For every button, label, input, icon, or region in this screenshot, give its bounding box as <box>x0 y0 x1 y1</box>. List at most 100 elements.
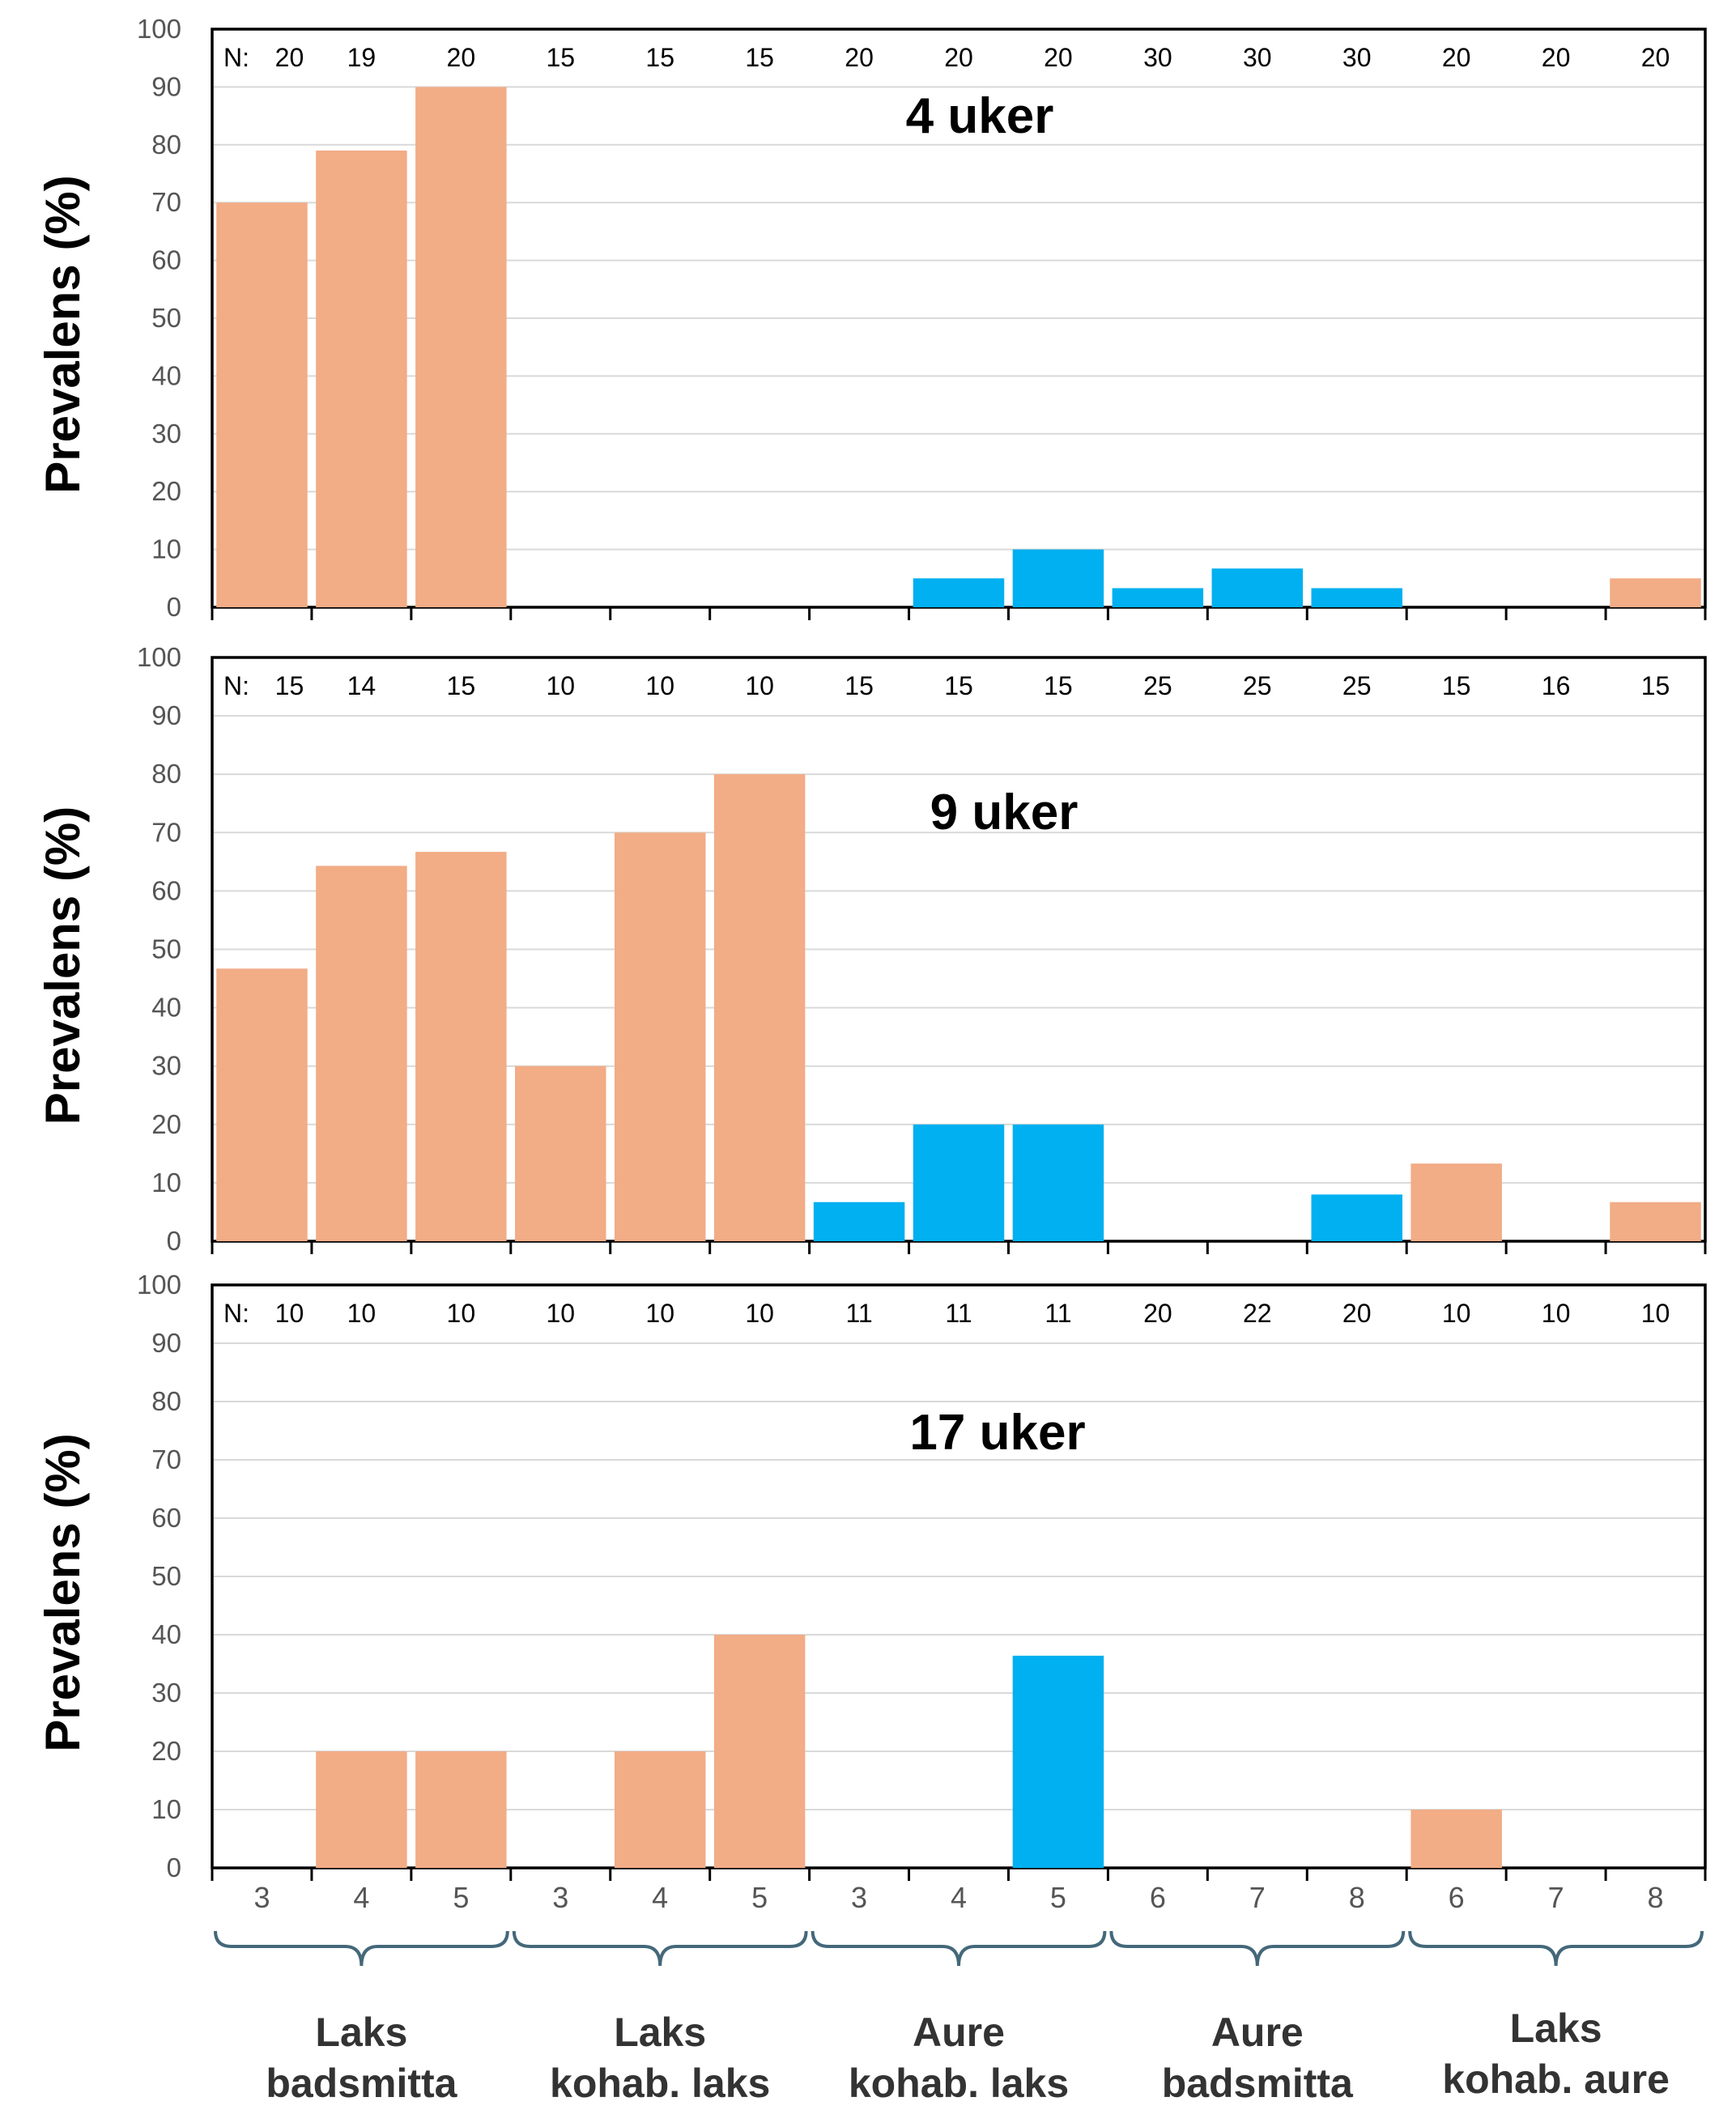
n-label: 10 <box>1542 1299 1571 1328</box>
group-label-line1: Laks <box>1510 2006 1602 2051</box>
group-braces: Laks badsmitta Laks kohab. laks Aure kohab. l… <box>214 1930 1704 2106</box>
y-tick-label: 60 <box>151 875 181 905</box>
bar-aure <box>1012 549 1104 607</box>
n-label: 15 <box>447 671 476 700</box>
panel-3: 0 10 20 30 40 50 60 70 80 90 100 N: 10 10 10 10 10 10 11 11… <box>36 1270 1707 1882</box>
y-tick-label: 70 <box>151 817 181 847</box>
n-label: 25 <box>1342 671 1372 700</box>
group-brace <box>1109 1930 1406 1967</box>
bar-laks <box>614 832 706 1241</box>
y-tick-label: 50 <box>151 1561 181 1591</box>
n-label: 20 <box>845 43 874 72</box>
n-label: 16 <box>1542 671 1571 700</box>
n-label: 15 <box>944 671 973 700</box>
panel-title: 17 uker <box>909 1405 1085 1461</box>
bar-aure <box>1012 1124 1104 1241</box>
x-tick-label: 4 <box>951 1881 967 1914</box>
bar-laks <box>216 968 308 1241</box>
y-tick-label: 100 <box>137 642 181 672</box>
bar-laks <box>713 774 806 1241</box>
y-tick-label: 30 <box>151 419 181 449</box>
n-prefix: N: <box>223 43 249 72</box>
bar-aure <box>1311 1194 1402 1241</box>
n-label: 10 <box>546 671 575 700</box>
n-label: 30 <box>1243 43 1272 72</box>
x-tick-label: 7 <box>1249 1881 1266 1914</box>
n-label: 20 <box>944 43 973 72</box>
y-tick-label: 40 <box>151 1619 181 1649</box>
x-tick-label: 3 <box>851 1881 867 1914</box>
y-tick-label: 30 <box>151 1678 181 1708</box>
bar-laks <box>415 852 507 1241</box>
y-tick-label: 10 <box>151 1794 181 1824</box>
n-label: 14 <box>347 671 377 700</box>
bar-laks <box>415 87 507 607</box>
x-tick-label: 7 <box>1548 1881 1564 1914</box>
group-label-line2: kohab. laks <box>550 2061 770 2106</box>
y-axis-label: Prevalens (%) <box>36 1433 90 1752</box>
y-axis-label: Prevalens (%) <box>36 175 90 494</box>
n-label: 19 <box>347 43 377 72</box>
y-tick-label: 40 <box>151 360 181 390</box>
x-tick-label: 3 <box>253 1881 270 1914</box>
n-prefix: N: <box>223 1299 249 1328</box>
n-label: 15 <box>546 43 575 72</box>
y-tick-label: 40 <box>151 993 181 1023</box>
bar-aure <box>1112 588 1204 607</box>
n-label: 20 <box>1044 43 1073 72</box>
group-label-line2: kohab. laks <box>849 2061 1069 2106</box>
panel-title: 4 uker <box>906 88 1054 144</box>
group-brace <box>1408 1930 1704 1967</box>
x-tick-label: 4 <box>353 1881 369 1914</box>
n-label: 10 <box>745 671 774 700</box>
n-label: 10 <box>347 1299 377 1328</box>
x-tick-label: 3 <box>552 1881 568 1914</box>
plot-area <box>211 1283 1707 1870</box>
y-tick-label: 10 <box>151 1168 181 1198</box>
group-label-line2: kohab. aure <box>1442 2057 1670 2102</box>
y-tick-label: 100 <box>137 1270 181 1300</box>
group-brace <box>811 1930 1107 1967</box>
n-label: 20 <box>1542 43 1571 72</box>
bar-laks <box>216 202 308 607</box>
y-tick-label: 20 <box>151 1736 181 1766</box>
y-tick-label: 60 <box>151 1503 181 1533</box>
bar-laks <box>316 150 407 607</box>
bar-laks <box>316 866 407 1241</box>
group-label-line2: badsmitta <box>266 2061 457 2106</box>
bar-laks <box>1610 1202 1701 1241</box>
group-brace <box>512 1930 808 1967</box>
y-tick-label: 100 <box>137 14 181 44</box>
group-label-line1: Laks <box>315 2010 407 2055</box>
y-tick-label: 90 <box>151 700 181 730</box>
n-label: 11 <box>1045 1299 1071 1328</box>
n-label: 10 <box>1442 1299 1471 1328</box>
x-tick-label: 6 <box>1449 1881 1465 1914</box>
x-tick-label: 5 <box>1050 1881 1066 1914</box>
y-tick-label: 30 <box>151 1051 181 1081</box>
bar-laks <box>614 1751 706 1868</box>
y-tick-label: 10 <box>151 534 181 564</box>
bar-laks <box>515 1066 606 1241</box>
y-tick-label: 80 <box>151 130 181 160</box>
n-label: 10 <box>275 1299 304 1328</box>
bar-aure <box>813 1202 905 1241</box>
panel-1: 0 10 20 30 40 50 60 70 80 90 100 N: 20 19 20 15 15 15 20 20… <box>36 14 1707 622</box>
y-tick-label: 50 <box>151 934 181 964</box>
panel-title: 9 uker <box>930 785 1079 840</box>
y-tick-label: 50 <box>151 303 181 333</box>
n-label: 15 <box>1044 671 1073 700</box>
n-label: 20 <box>1342 1299 1372 1328</box>
n-label: 20 <box>275 43 304 72</box>
bar-laks <box>713 1635 806 1868</box>
group-label-line1: Laks <box>614 2010 706 2055</box>
n-label: 11 <box>845 1299 872 1328</box>
group-label-line2: badsmitta <box>1162 2061 1354 2106</box>
bar-aure <box>1211 568 1304 607</box>
n-label: 15 <box>845 671 874 700</box>
n-label: 20 <box>1442 43 1471 72</box>
n-prefix: N: <box>223 671 249 700</box>
y-tick-label: 70 <box>151 187 181 217</box>
n-label: 15 <box>1442 671 1471 700</box>
n-label: 10 <box>1641 1299 1670 1328</box>
